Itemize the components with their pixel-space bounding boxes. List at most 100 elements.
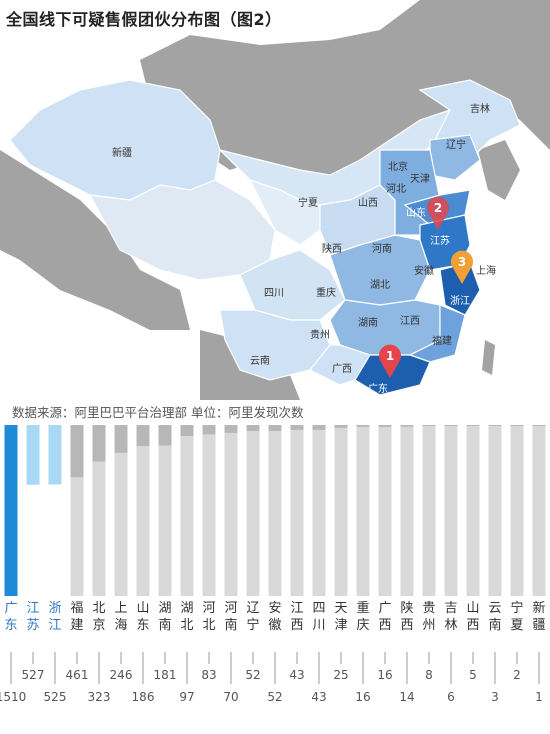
region-guangdong xyxy=(354,354,431,396)
region-label: 江苏 xyxy=(430,234,450,247)
category-label: 西 xyxy=(400,618,413,633)
bar xyxy=(378,425,392,427)
category-label: 四 xyxy=(312,601,325,616)
region-label: 湖南 xyxy=(358,316,378,329)
value-label: 52 xyxy=(245,668,260,682)
bar-track xyxy=(312,425,326,596)
category-label: 徽 xyxy=(268,618,281,633)
china-map: 新疆 宁夏 北京 天津 河北 山西 山东 江苏 河南 陕西 安徽 上海 四川 重… xyxy=(0,0,550,400)
bar-track xyxy=(444,425,458,596)
category-label: 贵 xyxy=(422,601,435,616)
bar xyxy=(246,425,260,431)
category-label: 川 xyxy=(312,618,325,633)
bar-track xyxy=(378,425,392,596)
korea-land xyxy=(478,140,520,200)
value-label: 527 xyxy=(22,668,45,682)
category-label: 湖 xyxy=(180,601,193,616)
bar-track xyxy=(224,425,238,596)
region-label: 吉林 xyxy=(470,102,490,115)
category-label: 陕 xyxy=(400,601,413,616)
bar xyxy=(136,425,150,447)
region-label: 天津 xyxy=(410,173,430,185)
category-label: 山 xyxy=(466,601,479,616)
category-label: 广 xyxy=(4,601,17,616)
region-label: 山东 xyxy=(406,206,426,219)
region-label: 四川 xyxy=(264,288,284,299)
category-label: 庆 xyxy=(356,618,369,633)
bar xyxy=(158,425,172,446)
value-label: 181 xyxy=(154,668,177,682)
region-label: 北京 xyxy=(388,160,408,173)
region-label: 辽宁 xyxy=(446,138,466,151)
map-pin-icon xyxy=(451,250,473,284)
bar-track xyxy=(92,425,106,596)
region-label: 陕西 xyxy=(322,242,342,255)
bar-track xyxy=(466,425,480,596)
region-label: 安徽 xyxy=(414,264,434,277)
category-label: 北 xyxy=(202,618,215,633)
bar-track xyxy=(488,425,502,596)
bar xyxy=(312,425,326,430)
page-title: 全国线下可疑售假团伙分布图（图2） xyxy=(6,10,282,29)
category-label: 州 xyxy=(422,618,435,633)
region-label: 广西 xyxy=(332,363,352,375)
bar-track xyxy=(246,425,260,596)
category-label: 海 xyxy=(114,618,127,633)
region-label: 福建 xyxy=(432,334,452,347)
category-label: 广 xyxy=(378,601,391,616)
marker-rank-1: 1 xyxy=(379,344,401,378)
category-label: 夏 xyxy=(510,618,523,633)
region-label: 宁夏 xyxy=(298,196,318,209)
region-label: 广东 xyxy=(368,382,388,395)
value-label: 6 xyxy=(447,690,455,704)
category-label: 南 xyxy=(488,617,501,633)
category-label: 东 xyxy=(136,618,149,633)
bar-track xyxy=(158,425,172,596)
region-label: 云南 xyxy=(250,354,270,367)
category-label: 浙 xyxy=(48,601,61,616)
bar xyxy=(180,425,194,436)
category-label: 西 xyxy=(466,618,479,633)
bar-track xyxy=(532,425,546,596)
category-label: 林 xyxy=(444,618,457,633)
value-label: 16 xyxy=(355,690,370,704)
category-label: 宁 xyxy=(246,617,259,633)
bar-track xyxy=(114,425,128,596)
category-label: 宁 xyxy=(510,600,523,616)
value-label: 43 xyxy=(289,668,304,682)
category-label: 北 xyxy=(92,601,105,616)
category-label: 江 xyxy=(290,601,303,616)
category-label: 北 xyxy=(180,618,193,633)
bar xyxy=(290,425,304,430)
bar xyxy=(4,425,18,596)
category-label: 云 xyxy=(488,601,501,616)
bar xyxy=(114,425,128,453)
category-label: 重 xyxy=(356,600,369,616)
category-label: 津 xyxy=(334,618,347,633)
category-label: 辽 xyxy=(246,601,259,616)
bar-track xyxy=(268,425,282,596)
value-label: 1510 xyxy=(0,690,26,704)
bar xyxy=(202,425,216,435)
category-label: 湖 xyxy=(158,601,171,616)
value-label: 246 xyxy=(110,668,133,682)
region-label: 湖北 xyxy=(370,279,390,291)
value-label: 3 xyxy=(491,690,499,704)
category-label: 南 xyxy=(224,617,237,633)
bar-track xyxy=(510,425,524,596)
category-label: 江 xyxy=(26,601,39,616)
map-pin-icon xyxy=(427,196,449,230)
region-label: 山西 xyxy=(358,197,378,209)
bar-track xyxy=(356,425,370,596)
marker-rank-label: 3 xyxy=(458,255,466,269)
neighbor-land-north xyxy=(140,0,550,175)
value-label: 97 xyxy=(179,690,194,704)
category-label: 上 xyxy=(114,601,127,616)
value-label: 1 xyxy=(535,690,543,704)
value-label: 83 xyxy=(201,668,216,682)
category-label: 西 xyxy=(290,618,303,633)
bar xyxy=(488,425,502,426)
bar xyxy=(510,425,524,426)
bar xyxy=(422,425,436,426)
